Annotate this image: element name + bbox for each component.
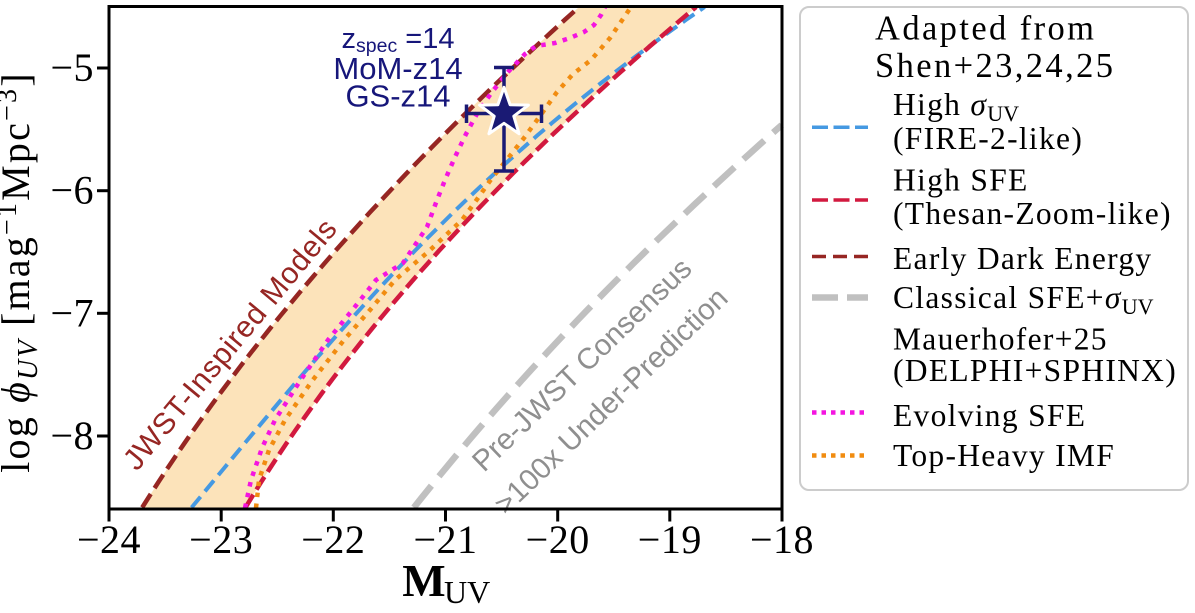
svg-text:Shen+23,24,25: Shen+23,24,25 xyxy=(875,47,1115,85)
svg-text:GS-z14: GS-z14 xyxy=(345,79,450,114)
svg-text:−24: −24 xyxy=(77,517,141,562)
svg-text:Adapted from: Adapted from xyxy=(875,10,1096,48)
svg-text:Evolving SFE: Evolving SFE xyxy=(893,398,1086,433)
svg-text:−5: −5 xyxy=(50,45,94,90)
svg-text:−23: −23 xyxy=(189,517,253,562)
svg-text:Classical SFE+σUV: Classical SFE+σUV xyxy=(893,280,1154,319)
svg-text:(Thesan-Zoom-like): (Thesan-Zoom-like) xyxy=(893,196,1172,231)
svg-text:(DELPHI+SPHINX): (DELPHI+SPHINX) xyxy=(893,353,1177,388)
svg-text:(FIRE-2-like): (FIRE-2-like) xyxy=(893,121,1083,156)
svg-text:Mauerhofer+25: Mauerhofer+25 xyxy=(893,322,1108,357)
svg-text:UV: UV xyxy=(444,574,490,608)
svg-text:−19: −19 xyxy=(638,517,702,562)
svg-text:Early Dark Energy: Early Dark Energy xyxy=(893,241,1152,276)
svg-text:log ϕUV [mag−1Mpc−3]: log ϕUV [mag−1Mpc−3] xyxy=(0,71,44,473)
svg-text:−6: −6 xyxy=(50,168,94,213)
svg-text:−22: −22 xyxy=(301,517,365,562)
svg-text:−7: −7 xyxy=(50,290,94,335)
svg-text:−21: −21 xyxy=(413,517,477,562)
svg-text:−8: −8 xyxy=(50,413,94,458)
svg-text:High SFE: High SFE xyxy=(893,163,1029,198)
svg-text:−20: −20 xyxy=(526,517,590,562)
svg-text:Top-Heavy IMF: Top-Heavy IMF xyxy=(893,438,1115,473)
svg-text:−18: −18 xyxy=(750,517,814,562)
svg-text:MoM-z14: MoM-z14 xyxy=(333,51,462,86)
svg-text:M: M xyxy=(402,555,445,606)
